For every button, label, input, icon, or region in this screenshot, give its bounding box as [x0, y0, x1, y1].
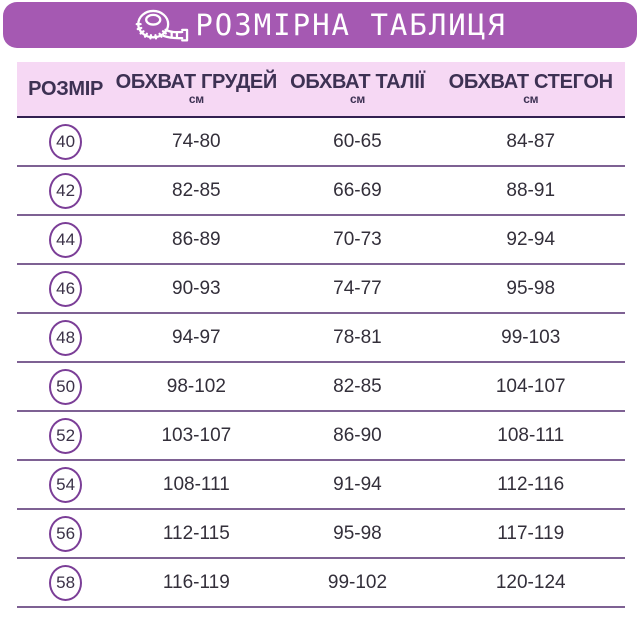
waist-cell: 95-98 — [333, 522, 382, 544]
waist-cell: 99-102 — [327, 571, 388, 593]
chest-cell: 94-97 — [172, 326, 221, 348]
column-label-size: РОЗМІР — [28, 78, 104, 100]
table-row: 52 103-107 86-90 108-111 — [17, 412, 625, 461]
hips-cell: 92-94 — [506, 228, 556, 250]
chest-cell: 112-115 — [162, 522, 230, 544]
chest-cell: 103-107 — [161, 424, 232, 446]
unit-label-hips: см — [523, 92, 539, 107]
size-badge: 58 — [49, 564, 83, 601]
size-badge: 52 — [49, 417, 83, 454]
size-cell: 40 — [17, 118, 114, 165]
size-badge: 56 — [49, 515, 83, 552]
size-cell: 44 — [17, 216, 114, 263]
column-header-chest: ОБХВАТ ГРУДЕЙ см — [114, 62, 278, 116]
hips-cell: 88-91 — [506, 179, 556, 201]
size-badge: 48 — [49, 319, 83, 356]
table-row: 42 82-85 66-69 88-91 — [17, 167, 625, 216]
table-row: 50 98-102 82-85 104-107 — [17, 363, 625, 412]
hips-cell: 84-87 — [506, 130, 556, 152]
table-row: 46 90-93 74-77 95-98 — [17, 265, 625, 314]
size-badge: 54 — [49, 466, 83, 503]
chest-cell: 116-119 — [162, 571, 230, 593]
size-badge: 50 — [49, 368, 83, 405]
size-cell: 42 — [17, 167, 114, 214]
column-header-hips: ОБХВАТ СТЕГОН см — [437, 62, 625, 116]
size-cell: 52 — [17, 412, 114, 459]
chest-cell: 74-80 — [172, 130, 221, 152]
column-label-hips: ОБХВАТ СТЕГОН — [448, 71, 613, 94]
chest-cell: 86-89 — [172, 228, 221, 250]
hips-cell: 99-103 — [501, 326, 561, 348]
waist-cell: 86-90 — [333, 424, 382, 446]
table-header-row: РОЗМІР ОБХВАТ ГРУДЕЙ см ОБХВАТ ТАЛІЇ см … — [17, 62, 625, 118]
waist-cell: 91-94 — [333, 473, 382, 495]
size-cell: 54 — [17, 461, 114, 508]
page-title: РОЗМІРНА ТАБЛИЦЯ — [195, 8, 507, 42]
size-cell: 58 — [17, 559, 114, 606]
size-badge: 42 — [49, 172, 83, 209]
table-row: 48 94-97 78-81 99-103 — [17, 314, 625, 363]
column-label-chest: ОБХВАТ ГРУДЕЙ — [115, 71, 278, 94]
size-badge: 40 — [49, 123, 83, 160]
hips-cell: 112-116 — [497, 473, 565, 495]
size-cell: 46 — [17, 265, 114, 312]
hips-cell: 120-124 — [495, 571, 566, 593]
waist-cell: 82-85 — [333, 375, 382, 397]
table-row: 56 112-115 95-98 117-119 — [17, 510, 625, 559]
table-row: 54 108-111 91-94 112-116 — [17, 461, 625, 510]
size-badge: 46 — [49, 270, 83, 307]
column-label-waist: ОБХВАТ ТАЛІЇ — [290, 71, 425, 94]
table-row: 58 116-119 99-102 120-124 — [17, 559, 625, 608]
unit-label-chest: см — [188, 92, 204, 107]
chest-cell: 98-102 — [166, 375, 226, 397]
size-cell: 56 — [17, 510, 114, 557]
measuring-tape-icon — [133, 4, 191, 46]
waist-cell: 66-69 — [333, 179, 382, 201]
column-header-size: РОЗМІР — [17, 62, 114, 116]
waist-cell: 70-73 — [333, 228, 382, 250]
table-row: 44 86-89 70-73 92-94 — [17, 216, 625, 265]
table-row: 40 74-80 60-65 84-87 — [17, 118, 625, 167]
waist-cell: 74-77 — [333, 277, 382, 299]
size-cell: 50 — [17, 363, 114, 410]
size-cell: 48 — [17, 314, 114, 361]
hips-cell: 117-119 — [497, 522, 565, 544]
hips-cell: 104-107 — [495, 375, 566, 397]
chest-cell: 82-85 — [172, 179, 221, 201]
unit-label-waist: см — [349, 92, 365, 107]
hips-cell: 95-98 — [506, 277, 556, 299]
size-badge: 44 — [49, 221, 83, 258]
chest-cell: 108-111 — [162, 473, 230, 495]
waist-cell: 60-65 — [333, 130, 382, 152]
chest-cell: 90-93 — [172, 277, 221, 299]
waist-cell: 78-81 — [333, 326, 382, 348]
column-header-waist: ОБХВАТ ТАЛІЇ см — [278, 62, 436, 116]
title-bar: РОЗМІРНА ТАБЛИЦЯ — [3, 2, 637, 48]
size-table: РОЗМІР ОБХВАТ ГРУДЕЙ см ОБХВАТ ТАЛІЇ см … — [17, 62, 625, 608]
hips-cell: 108-111 — [497, 424, 565, 446]
